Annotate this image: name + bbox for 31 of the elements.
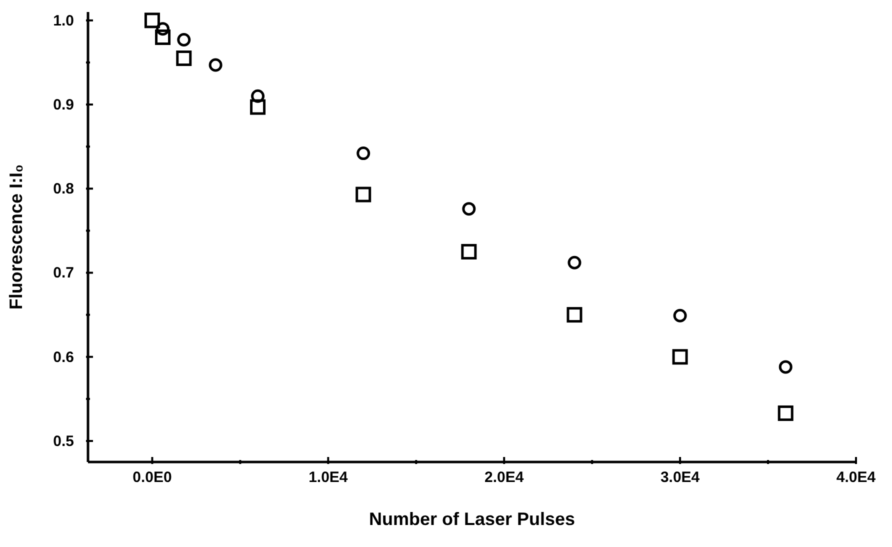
y-tick-label: 0.9 bbox=[53, 96, 74, 114]
y-tick-label: 0.6 bbox=[53, 348, 74, 366]
point bbox=[356, 186, 372, 202]
x-tick-label: 0.0E0 bbox=[132, 469, 172, 486]
point bbox=[356, 146, 370, 160]
y-axis-title: Fluorescence I:I₀ bbox=[6, 164, 26, 310]
point bbox=[208, 58, 222, 72]
point bbox=[778, 405, 794, 421]
point bbox=[250, 99, 266, 115]
point bbox=[177, 33, 191, 47]
y-tick-label: 0.7 bbox=[53, 264, 74, 282]
point bbox=[672, 349, 688, 365]
point bbox=[461, 244, 477, 260]
x-tick-label: 4.0E4 bbox=[836, 469, 876, 486]
y-tick-label: 0.8 bbox=[53, 180, 74, 198]
point bbox=[673, 308, 687, 322]
y-tick-label: 1.0 bbox=[53, 12, 74, 30]
x-tick-label: 3.0E4 bbox=[660, 469, 700, 486]
x-tick-label: 1.0E4 bbox=[308, 469, 348, 486]
point bbox=[568, 256, 582, 270]
y-tick-label: 0.5 bbox=[53, 432, 74, 450]
point bbox=[778, 360, 792, 374]
point bbox=[462, 202, 476, 216]
point bbox=[155, 29, 171, 45]
point bbox=[176, 50, 192, 66]
point bbox=[144, 12, 160, 28]
point bbox=[566, 307, 582, 323]
point bbox=[251, 89, 265, 103]
x-tick-label: 2.0E4 bbox=[484, 469, 524, 486]
x-axis-title: Number of Laser Pulses bbox=[368, 509, 576, 529]
point bbox=[156, 22, 170, 36]
